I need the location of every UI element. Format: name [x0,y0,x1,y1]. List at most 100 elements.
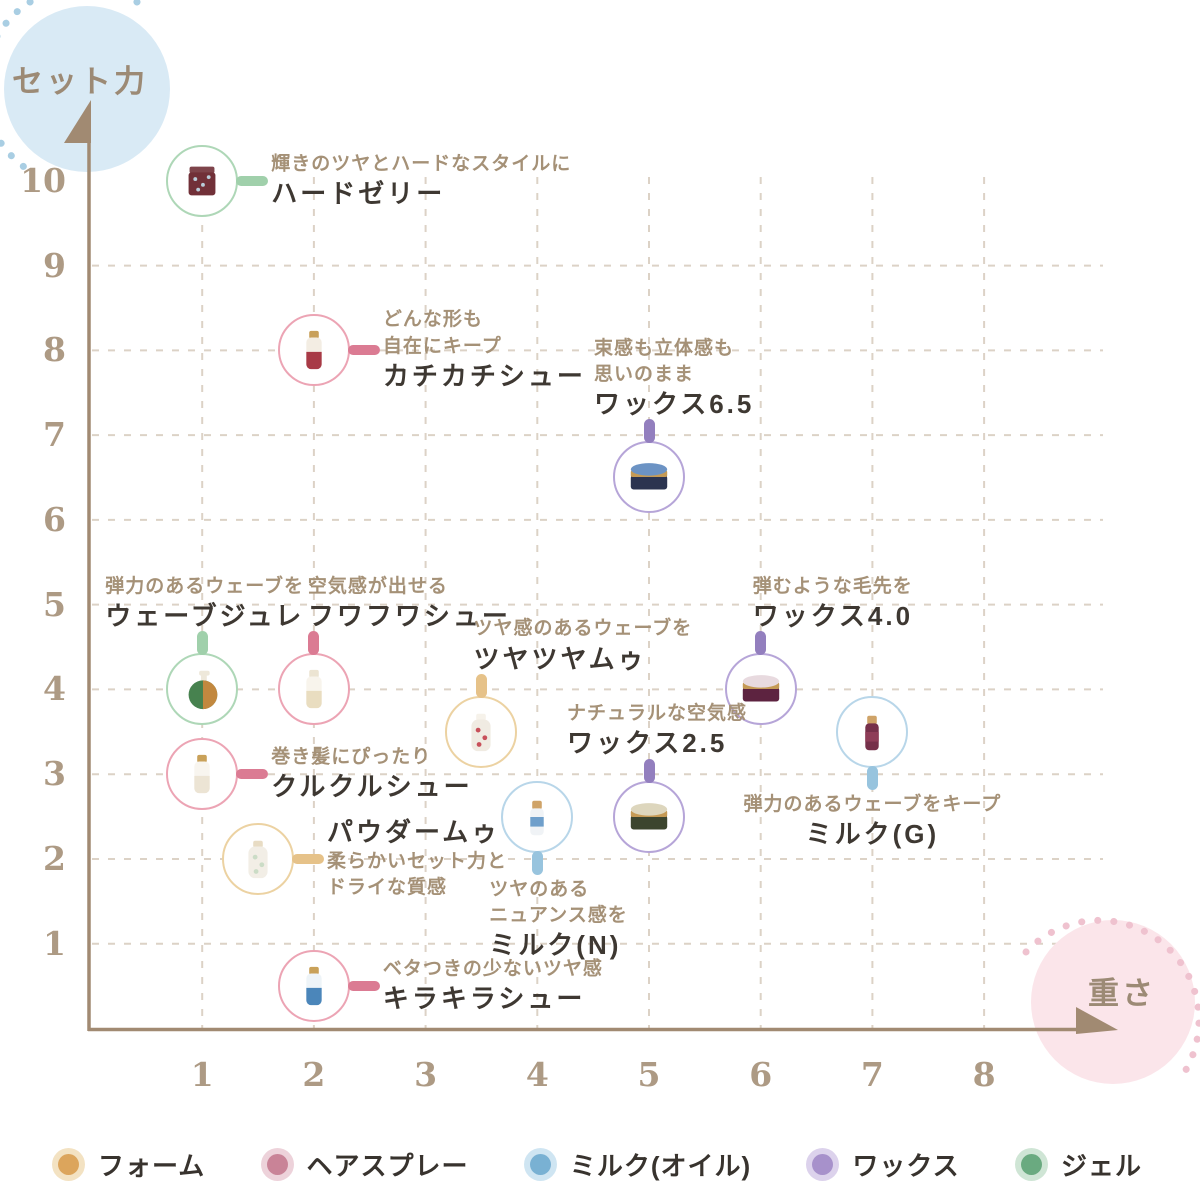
label-connector [866,765,878,790]
product-desc: 巻き髪にぴったり [271,746,432,768]
x-tick: 5 [637,1055,661,1094]
y-tick: 3 [43,754,66,794]
x-tick: 6 [749,1055,773,1094]
product-desc: ナチュラルな空気感 [567,703,748,725]
legend: フォーム ヘアスプレー ミルク(オイル) ワックス ジェル [52,1137,1142,1191]
product-name[interactable]: ツヤツヤムゥ [473,643,647,674]
legend-label: ミルク(オイル) [569,1150,752,1181]
product-name[interactable]: フワフワシュー [307,601,511,632]
product-desc: 思いのまま [594,364,695,386]
legend-item-spray: ヘアスプレー [260,1146,469,1183]
legend-label: フォーム [98,1150,206,1181]
pump-product-icon [188,671,218,710]
label-connector [236,769,269,780]
product-label: 束感も立体感も 思いのままワックス6.5 [594,336,754,422]
bottle-product-icon [248,840,268,879]
spray-product-icon [194,755,210,794]
x-tick: 4 [525,1055,549,1094]
product-label: ツヤのあるニュアンス感をミルク(N) [489,877,627,963]
x-tick: 7 [860,1055,884,1094]
legend-dot [1020,1153,1042,1175]
product-name[interactable]: ミルク(N) [489,930,622,960]
legend-halo [523,1147,557,1181]
product-name[interactable]: カチカチシュー [382,360,586,391]
product-desc: 弾力のあるウェーブをキープ [743,793,1002,815]
tube-product-icon [865,715,880,751]
bottle-product-icon [471,713,492,751]
legend-item-foam: フォーム [52,1146,205,1183]
label-connector [531,850,543,875]
product-bubble[interactable] [277,950,350,1023]
tin-product-icon [630,463,668,490]
product-label: 輝きのツヤとハードなスタイルにハードゼリー [271,151,571,210]
product-desc: 弾力のあるウェーブを [105,575,305,597]
x-axis-badge: 重さ [1031,920,1195,1084]
product-name[interactable]: クルクルシュー [271,771,473,802]
product-label: 弾力のあるウェーブをキープミルク(G) [732,792,1012,851]
x-tick: 8 [972,1055,996,1094]
product-name[interactable]: ワックス6.5 [594,389,755,420]
legend-halo [52,1147,85,1181]
product-desc: 輝きのツヤとハードなスタイルに [271,153,572,175]
product-bubble[interactable] [166,738,239,811]
product-desc: どんな形も [382,309,483,331]
product-label: パウダームゥ 柔らかいセット力と ドライな質感 [327,816,507,902]
legend-dot [58,1153,79,1175]
product-name[interactable]: ワックス4.0 [752,601,914,632]
product-name[interactable]: キラキラシュー [382,983,586,1014]
legend-item-wax: ワックス [806,1146,959,1183]
product-bubble[interactable] [613,780,685,853]
tube-product-icon [530,800,545,835]
y-tick: 8 [43,330,66,370]
legend-halo [806,1147,840,1181]
y-axis-badge: セット力 [4,6,170,172]
label-connector [308,631,320,656]
product-desc: ドライな質感 [327,877,448,899]
y-tick: 9 [43,245,66,285]
y-tick: 1 [43,923,66,963]
product-name[interactable]: ハードゼリー [271,178,446,209]
product-bubble[interactable] [501,780,574,853]
product-label: 巻き髪にぴったりクルクルシュー [271,744,472,803]
y-tick: 10 [20,160,66,200]
y-tick: 7 [43,415,66,455]
product-label: ツヤ感のあるウェーブを ツヤツヤムゥ [473,616,692,675]
label-connector [236,175,269,186]
label-connector [196,631,208,656]
tin-product-icon [742,675,779,702]
y-axis-title: セット力 [12,63,148,99]
legend-label: ワックス [852,1150,960,1181]
product-name[interactable]: ウェーブジュレ [105,601,305,632]
product-desc: 束感も立体感も [594,337,735,359]
product-bubble[interactable] [277,314,350,387]
product-desc: ツヤのある [489,878,590,900]
legend-label: ジェル [1060,1150,1142,1181]
product-bubble[interactable] [836,695,909,768]
product-desc: ベタつきの少ないツヤ感 [382,958,603,980]
label-connector [643,758,655,783]
label-connector [347,345,380,356]
product-bubble[interactable] [166,653,239,726]
legend-dot [266,1153,288,1175]
x-tick: 3 [414,1055,438,1094]
product-bubble[interactable] [222,822,295,895]
product-bubble[interactable] [166,144,239,217]
product-bubble[interactable] [613,441,685,514]
product-label: どんな形も 自在にキープ カチカチシュー [383,307,586,393]
product-desc: 弾むような毛先を [752,575,913,597]
product-name[interactable]: ミルク(G) [805,819,940,850]
legend-halo [1014,1147,1048,1181]
product-desc: ニュアンス感を [489,904,628,926]
label-connector [475,673,487,698]
legend-label: ヘアスプレー [306,1150,469,1181]
y-tick: 2 [43,838,66,878]
product-bubble[interactable] [277,653,350,726]
label-connector [643,419,655,444]
label-connector [755,631,767,656]
product-name[interactable]: パウダームゥ [327,817,501,848]
product-label: 弾むような毛先をワックス4.0 [753,574,913,633]
product-label: ベタつきの少ないツヤ感キラキラシュー [383,956,603,1015]
product-label: ナチュラルな空気感ワックス2.5 [567,701,747,760]
product-name[interactable]: ワックス2.5 [567,728,728,759]
